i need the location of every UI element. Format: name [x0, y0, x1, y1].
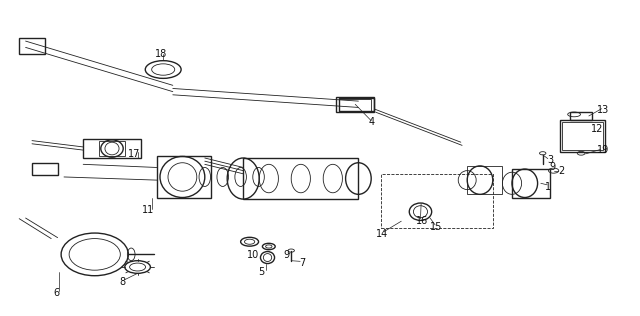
Bar — [83, 139, 141, 158]
Text: 8: 8 — [120, 277, 126, 287]
Bar — [157, 156, 211, 198]
Text: 17: 17 — [128, 149, 141, 159]
Bar — [243, 158, 358, 199]
Bar — [339, 99, 371, 111]
Text: 4: 4 — [368, 117, 374, 127]
Bar — [336, 97, 374, 112]
Bar — [32, 163, 58, 175]
Text: 9: 9 — [284, 250, 290, 260]
Text: 1: 1 — [545, 182, 551, 192]
Bar — [99, 141, 125, 156]
Bar — [467, 166, 502, 194]
Text: 19: 19 — [596, 145, 609, 155]
Text: 5: 5 — [258, 267, 264, 277]
Text: 18: 18 — [155, 49, 168, 59]
Text: 10: 10 — [247, 250, 260, 260]
Bar — [570, 112, 592, 120]
Bar — [19, 38, 45, 54]
Text: 6: 6 — [53, 288, 60, 298]
Text: 14: 14 — [376, 229, 388, 240]
Text: 15: 15 — [430, 222, 443, 232]
Bar — [562, 122, 603, 150]
Text: 2: 2 — [558, 166, 564, 176]
Bar — [339, 98, 374, 111]
Text: 7: 7 — [299, 258, 305, 268]
Text: 12: 12 — [591, 124, 604, 134]
Text: 13: 13 — [596, 105, 609, 115]
Text: 16: 16 — [415, 216, 428, 226]
Text: 9: 9 — [549, 162, 556, 172]
Bar — [512, 169, 550, 198]
Bar — [381, 174, 493, 228]
Text: 3: 3 — [547, 155, 554, 165]
Bar — [560, 120, 605, 152]
Text: 11: 11 — [142, 205, 155, 215]
